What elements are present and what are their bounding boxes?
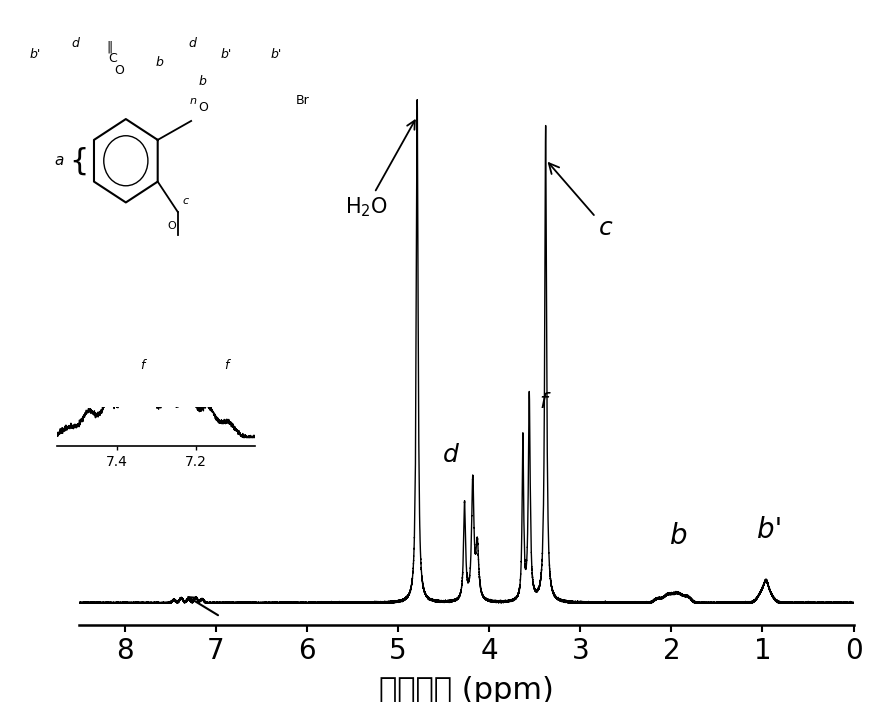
- Text: d: d: [443, 444, 458, 468]
- Text: f: f: [540, 392, 547, 412]
- Text: b: b: [199, 75, 207, 88]
- Text: C: C: [108, 52, 117, 65]
- Text: a: a: [55, 153, 63, 168]
- Text: f: f: [141, 359, 144, 372]
- Text: d: d: [72, 37, 79, 50]
- Text: {: {: [70, 146, 89, 176]
- Text: c: c: [183, 197, 189, 206]
- Text: n: n: [189, 96, 196, 106]
- Text: b: b: [156, 56, 163, 69]
- Text: a: a: [122, 244, 143, 277]
- Text: d: d: [189, 37, 196, 50]
- Text: ‖: ‖: [106, 41, 113, 54]
- Text: c: c: [549, 163, 612, 240]
- Text: H$_2$O: H$_2$O: [345, 121, 414, 219]
- Text: O: O: [198, 102, 208, 114]
- Text: b': b': [757, 516, 782, 544]
- Text: b': b': [30, 48, 41, 61]
- Text: O: O: [114, 64, 124, 77]
- Text: O: O: [168, 221, 177, 231]
- Text: b': b': [271, 48, 282, 61]
- Text: b: b: [670, 522, 687, 550]
- X-axis label: 化学位移 (ppm): 化学位移 (ppm): [379, 676, 554, 702]
- Text: Br: Br: [297, 94, 310, 107]
- Text: f: f: [224, 359, 228, 372]
- Text: b': b': [221, 48, 231, 61]
